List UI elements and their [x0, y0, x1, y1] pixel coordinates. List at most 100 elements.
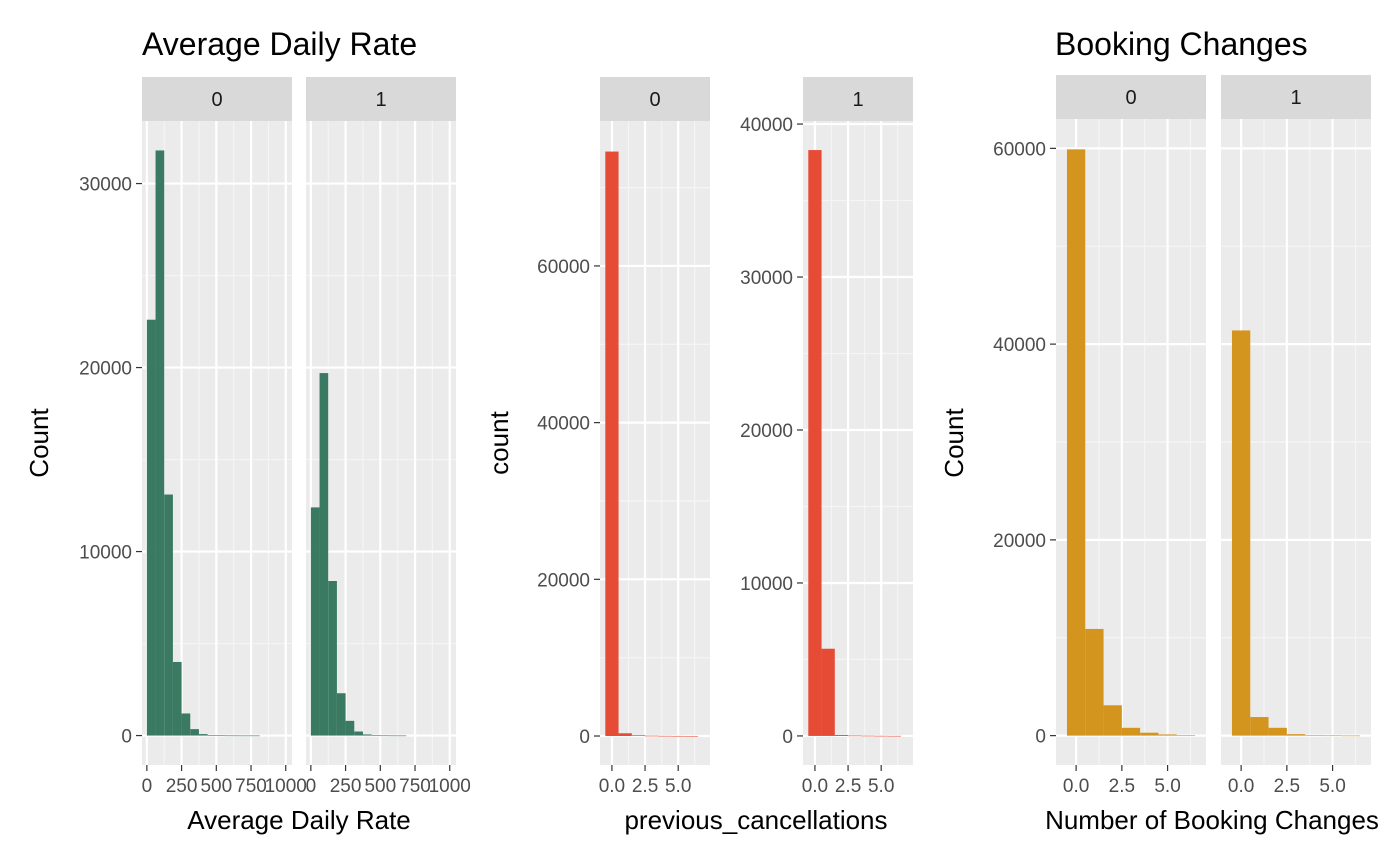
histogram-bar [618, 733, 632, 737]
y-tick-label: 0 [121, 727, 132, 748]
chart-3-x-axis-title: Number of Booking Changes [1045, 805, 1379, 835]
histogram-bar [1085, 628, 1104, 736]
histogram-bar [1268, 727, 1287, 736]
histogram-bar [164, 494, 173, 736]
x-tick-label: 5.0 [868, 776, 894, 797]
x-tick-label: 0.0 [802, 776, 828, 797]
histogram-bar [224, 735, 234, 737]
x-tick-label: 5.0 [1319, 776, 1345, 797]
histogram-bar [190, 729, 199, 736]
histogram-bar [216, 735, 225, 737]
histogram-bar [834, 735, 849, 736]
histogram-bar [1231, 330, 1251, 736]
x-tick-label: 2.5 [1109, 776, 1135, 797]
y-tick-label: 60000 [993, 139, 1046, 160]
y-tick-label: 20000 [79, 359, 132, 380]
x-tick-label: 2.5 [632, 776, 658, 797]
histogram-bar [354, 731, 363, 736]
histogram-bar [362, 734, 372, 736]
chart-1-y-axis-title: Count [24, 408, 54, 478]
histogram-bar [671, 735, 685, 737]
histogram-bar [874, 735, 888, 737]
facet-strip [600, 77, 710, 121]
x-tick-label: 250 [166, 776, 198, 797]
facet-strip-label: 1 [852, 89, 863, 111]
histogram-bar [146, 319, 156, 736]
x-tick-label: 5.0 [665, 776, 691, 797]
histogram-bar [645, 735, 659, 737]
histogram-bar [631, 735, 646, 737]
histogram-bar [821, 648, 835, 736]
histogram-bar [336, 693, 346, 736]
chart-3-panel-1: 1 0.0 2.5 5.0 [1221, 75, 1371, 797]
histogram-bar [808, 150, 822, 736]
x-tick-label: 1000 [429, 776, 471, 797]
y-tick-label: 20000 [740, 421, 793, 442]
histogram-bar [155, 150, 165, 736]
histogram-bar [328, 581, 337, 736]
x-tick-label: 0.0 [1063, 776, 1089, 797]
chart-2-x-axis-title: previous_cancellations [624, 805, 887, 835]
histogram-bar [1323, 735, 1342, 737]
histogram-bar [605, 151, 619, 737]
histogram-bar [388, 735, 398, 737]
y-tick-label: 40000 [993, 335, 1046, 356]
x-tick-label: 500 [364, 776, 396, 797]
x-tick-label: 2.5 [1274, 776, 1300, 797]
histogram-bar [1341, 735, 1361, 737]
facet-strip-label: 0 [649, 89, 660, 111]
histogram-bar [319, 373, 329, 736]
x-tick-label: 1000 [265, 776, 307, 797]
y-tick-label: 30000 [79, 175, 132, 196]
y-tick-label: 40000 [537, 414, 590, 435]
histogram-bar [198, 734, 208, 736]
histogram-bar [684, 735, 699, 737]
histogram-bar [251, 735, 260, 737]
histogram-bar [1250, 717, 1269, 736]
chart-3-title: Booking Changes [1055, 26, 1308, 62]
histogram-bar [1140, 732, 1159, 736]
histogram-bar [1286, 734, 1306, 736]
chart-3-panel-0: 0 0 20000 40000 60000 0.0 2.5 5.0 [993, 75, 1206, 797]
histogram-bar [172, 661, 182, 736]
histogram-bar [371, 735, 381, 736]
histogram-bar [1066, 149, 1086, 736]
histogram-bar [310, 507, 320, 736]
y-tick-label: 20000 [993, 531, 1046, 552]
histogram-bar [181, 713, 191, 736]
chart-1-title: Average Daily Rate [142, 26, 417, 62]
x-tick-label: 250 [330, 776, 362, 797]
facet-strip-label: 0 [211, 89, 222, 111]
chart-2-panel-0: 0 0 20000 40000 60000 0.0 2.5 5.0 [537, 77, 710, 797]
histogram-bar [1121, 727, 1141, 736]
histogram-bar [861, 735, 875, 737]
histogram-bar [1158, 734, 1177, 736]
chart-3-y-axis-title: Count [939, 408, 969, 478]
y-tick-label: 0 [782, 727, 793, 748]
histogram-bar [397, 735, 407, 737]
y-tick-label: 30000 [740, 268, 793, 289]
histogram-bar [242, 735, 252, 737]
y-tick-label: 20000 [537, 570, 590, 591]
histogram-bar [207, 735, 217, 736]
x-tick-label: 0 [142, 776, 153, 797]
chart-2-y-axis-title: count [484, 410, 514, 474]
x-tick-label: 5.0 [1154, 776, 1180, 797]
histogram-bar [1103, 705, 1122, 736]
histogram-bar [1305, 735, 1324, 736]
histogram-bar [1176, 735, 1196, 736]
x-tick-label: 750 [399, 776, 431, 797]
y-tick-label: 40000 [740, 115, 793, 136]
x-tick-label: 0.0 [599, 776, 625, 797]
y-tick-label: 10000 [740, 574, 793, 595]
x-tick-label: 2.5 [835, 776, 861, 797]
x-tick-label: 500 [200, 776, 232, 797]
histogram-bar [887, 735, 902, 737]
facet-strip [1056, 75, 1206, 119]
y-tick-label: 10000 [79, 543, 132, 564]
facet-strip [306, 77, 456, 121]
x-tick-label: 0 [306, 776, 317, 797]
facet-strip-label: 0 [1125, 87, 1136, 109]
